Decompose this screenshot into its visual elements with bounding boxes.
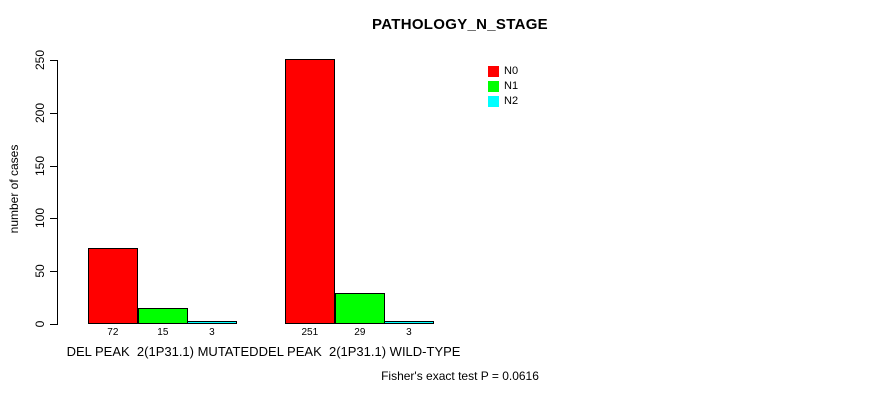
chart-title: PATHOLOGY_N_STAGE — [372, 16, 548, 33]
category-label-group1: DEL PEAK 2(1P31.1) MUTATED — [66, 344, 259, 359]
legend-row-n2: N2 — [488, 94, 518, 109]
bar-n2-group2 — [384, 321, 434, 324]
bar-n2-group1 — [187, 321, 237, 324]
y-axis-tick-label: 250 — [33, 49, 47, 71]
legend-swatch-n0 — [488, 66, 499, 77]
y-axis-tick-label: 50 — [33, 264, 47, 278]
legend-row-n0: N0 — [488, 64, 518, 79]
legend-swatch-n1 — [488, 81, 499, 92]
legend-label: N1 — [504, 80, 519, 92]
y-axis-tick-label: 100 — [33, 207, 47, 229]
category-label-group2: DEL PEAK 2(1P31.1) WILD-TYPE — [258, 344, 461, 359]
legend: N0 N1 N2 — [488, 64, 518, 109]
y-axis-tick — [50, 218, 57, 219]
legend-swatch-n2 — [488, 96, 499, 107]
y-axis-tick — [50, 113, 57, 114]
bar-value-label: 72 — [107, 327, 119, 338]
legend-label: N2 — [504, 95, 519, 107]
bar-n1-group1 — [138, 308, 188, 324]
y-axis-tick-label: 150 — [33, 155, 47, 177]
y-axis-tick — [50, 271, 57, 272]
bar-value-label: 3 — [209, 327, 215, 338]
bar-value-label: 3 — [406, 327, 412, 338]
bar-value-label: 251 — [301, 327, 319, 338]
bar-n0-group1 — [88, 248, 138, 324]
y-axis-tick-label: 0 — [33, 320, 47, 328]
y-axis-tick — [50, 324, 57, 325]
bar-value-label: 15 — [157, 327, 169, 338]
bar-value-label: 29 — [354, 327, 366, 338]
bar-n1-group2 — [335, 293, 385, 324]
annotation-text: Fisher's exact test P = 0.0616 — [381, 369, 539, 383]
y-axis-tick — [50, 60, 57, 61]
legend-row-n1: N1 — [488, 79, 518, 94]
y-axis-tick — [50, 166, 57, 167]
legend-label: N0 — [504, 65, 519, 77]
y-axis-line — [57, 60, 58, 325]
y-axis-tick-label: 200 — [33, 102, 47, 124]
y-axis-label: number of cases — [7, 144, 21, 234]
bar-n0-group2 — [285, 59, 335, 324]
